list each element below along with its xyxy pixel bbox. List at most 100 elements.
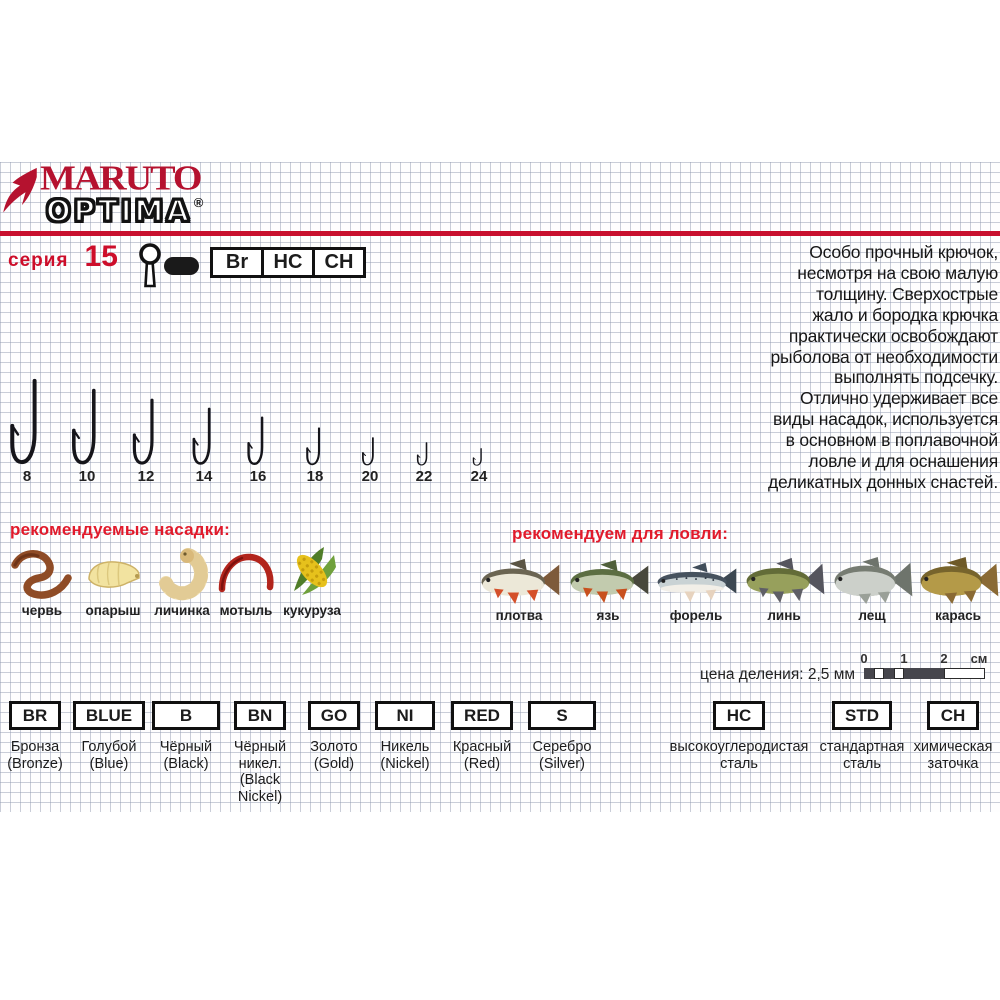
ide-fish-icon [570, 559, 649, 604]
hook-size-8-icon [8, 378, 46, 466]
brand-logo: MARUTO OPTIMA ® [0, 159, 204, 229]
code-item-std: STD стандартная сталь [797, 701, 927, 772]
larva-icon [159, 548, 209, 601]
series-row: серия 15 [8, 240, 118, 274]
code-box: BR [9, 701, 61, 730]
bait-label: мотыль [219, 603, 273, 618]
ruler-tick-cm: см [970, 651, 988, 666]
fish-item-roach: плотва [475, 556, 563, 623]
hook-size-12-icon [131, 398, 161, 466]
scale-ruler [864, 668, 985, 679]
hook-size-22-icon [416, 442, 431, 466]
ruler-caption: цена деления: 2,5 мм [700, 666, 856, 683]
hook-size-14-icon [191, 407, 217, 466]
code-box: RED [451, 701, 513, 730]
code-box: STD [832, 701, 892, 730]
bait-item-maggot: опарыш [78, 545, 148, 618]
fish-label: карась [935, 608, 981, 623]
product-description: Особо прочный крючок, несмотря на свою м… [768, 242, 998, 492]
fish-item-bream: лещ [828, 556, 916, 623]
fish-label: лещ [858, 608, 886, 623]
bait-label: червь [21, 603, 63, 618]
registered-mark: ® [193, 195, 204, 210]
code-box: BLUE [72, 701, 146, 730]
code-item-bn: BN Чёрный никел. (Black Nickel) [205, 701, 315, 806]
code-item-go: GO Золото (Gold) [279, 701, 389, 772]
fish-item-ide: язь [564, 556, 652, 623]
spec-cell-ch: CH [312, 247, 366, 278]
code-box: HC [713, 701, 765, 730]
hook-size-label: 24 [470, 468, 488, 485]
sub-brand-name: OPTIMA [45, 193, 192, 229]
fish-label: линь [767, 608, 801, 623]
fish-label: язь [596, 608, 620, 623]
hook-size-label: 10 [78, 468, 96, 485]
fish-item-tench: линь [740, 556, 828, 623]
bloodworm-icon [218, 553, 274, 593]
bait-item-worm: червь [7, 545, 77, 618]
code-item-ni: NI Никель (Nickel) [350, 701, 460, 772]
roach-fish-icon [481, 558, 560, 604]
logo-text: MARUTO OPTIMA ® [40, 159, 204, 229]
bait-label: кукуруза [283, 603, 341, 618]
code-box: S [528, 701, 596, 730]
hook-size-label: 20 [361, 468, 379, 485]
hook-size-label: 22 [415, 468, 433, 485]
code-item-blue: BLUE Голубой (Blue) [54, 701, 164, 772]
worm-icon [11, 550, 72, 599]
hook-size-label: 8 [22, 468, 32, 485]
code-item-ch: CH химическая заточка [901, 701, 1000, 772]
code-label: Красный (Red) [452, 739, 512, 772]
code-label: Чёрный никел. (Black Nickel) [233, 739, 287, 806]
hook-eye-icon [139, 243, 161, 288]
brand-name: MARUTO [40, 159, 202, 198]
bream-fish-icon [834, 556, 913, 604]
code-item-br: BR Бронза (Bronze) [0, 701, 90, 772]
spec-code-table: Br HC CH [210, 247, 366, 278]
fish-label: плотва [495, 608, 543, 623]
fish-label: форель [669, 608, 723, 623]
ruler-tick-2: 2 [940, 651, 948, 666]
hook-size-16-icon [246, 416, 269, 466]
code-item-s: S Серебро (Silver) [507, 701, 617, 772]
hook-size-20-icon [361, 437, 378, 466]
bait-label: личинка [154, 603, 210, 618]
ruler-tick-1: 1 [900, 651, 908, 666]
code-label: Серебро (Silver) [532, 739, 592, 772]
logo-swoosh-icon [3, 167, 37, 213]
code-box: NI [375, 701, 435, 730]
series-number: 15 [84, 240, 118, 273]
code-label: Золото (Gold) [310, 739, 358, 772]
hook-size-label: 18 [306, 468, 324, 485]
code-label: стандартная сталь [819, 739, 905, 772]
bait-item-corn: кукуруза [277, 545, 347, 618]
baits-header: рекомендуемые насадки: [10, 520, 230, 539]
code-label: Голубой (Blue) [81, 739, 137, 772]
hook-size-10-icon [70, 388, 104, 466]
fish-item-crucian: карась [914, 556, 1000, 623]
crucian-fish-icon [920, 556, 999, 604]
hook-size-18-icon [305, 427, 325, 466]
code-item-red: RED Красный (Red) [427, 701, 537, 772]
code-item-hc: HC высокоуглеродистая сталь [659, 701, 819, 772]
barb-sample-icon [164, 257, 199, 275]
code-box: GO [307, 701, 361, 730]
header-divider [0, 231, 1000, 236]
code-label: химическая заточка [913, 739, 993, 772]
ruler-tick-0: 0 [860, 651, 868, 666]
maggot-icon [88, 561, 140, 588]
code-label: Никель (Nickel) [380, 739, 430, 772]
code-box: BN [234, 701, 286, 730]
hook-size-24-icon [472, 448, 485, 466]
code-box: CH [927, 701, 979, 730]
series-label: серия [8, 250, 69, 271]
bait-label: опарыш [85, 603, 141, 618]
spec-cell-hc: HC [261, 247, 315, 278]
fish-item-trout: форель [652, 556, 740, 623]
tench-fish-icon [746, 557, 825, 604]
code-box: B [152, 701, 220, 730]
code-label: Бронза (Bronze) [7, 739, 63, 772]
trout-fish-icon [657, 562, 737, 603]
sub-brand-row: OPTIMA ® [45, 193, 204, 229]
